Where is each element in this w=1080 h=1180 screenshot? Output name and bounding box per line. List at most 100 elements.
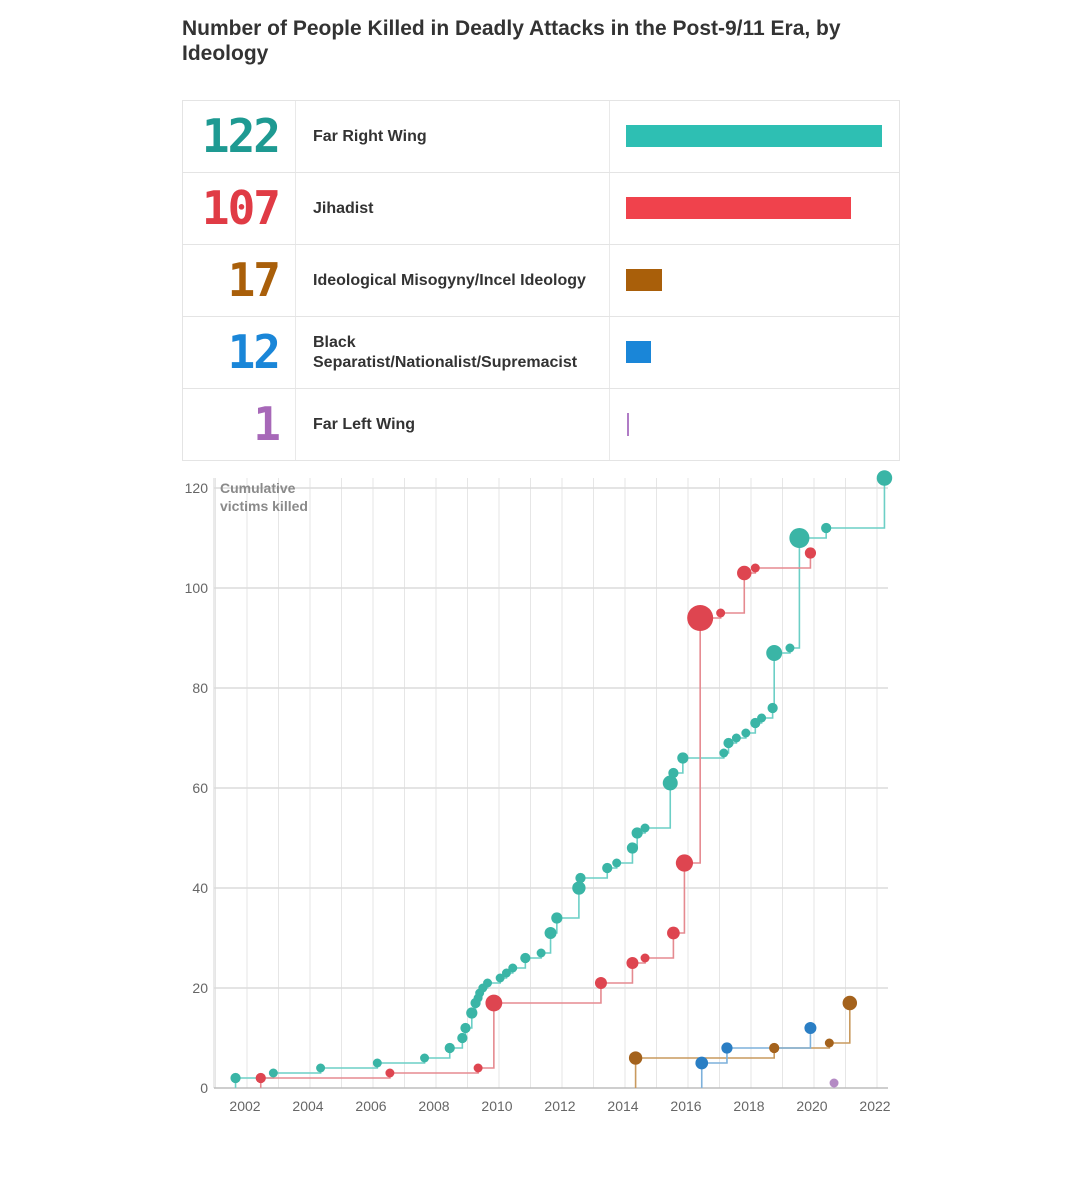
data-point [602, 862, 613, 874]
y-tick-label: 100 [185, 580, 209, 596]
data-point [520, 952, 531, 964]
victim-count: 12 [227, 325, 281, 379]
x-tick-label: 2008 [418, 1098, 449, 1114]
series-line [234, 478, 886, 1088]
column-divider [609, 101, 610, 172]
chart-title: Number of People Killed in Deadly Attack… [182, 17, 841, 65]
victim-count-bar [627, 413, 629, 436]
data-point [372, 1058, 382, 1068]
data-point [631, 827, 643, 839]
data-point [804, 547, 817, 559]
column-divider [609, 317, 610, 388]
data-point [385, 1068, 395, 1078]
y-tick-label: 80 [192, 680, 208, 696]
data-point [719, 748, 729, 758]
data-point [757, 713, 767, 723]
data-point [640, 953, 650, 963]
x-tick-label: 2004 [292, 1098, 323, 1114]
data-point [824, 1038, 834, 1048]
data-point [687, 605, 714, 631]
victim-count-bar [626, 269, 662, 291]
ideology-label: Black Separatist/Nationalist/Supremacist [313, 333, 578, 371]
data-point [575, 872, 586, 884]
data-point [769, 1042, 780, 1054]
data-point [483, 978, 493, 988]
data-point [626, 842, 639, 854]
data-point [789, 527, 810, 549]
x-tick-label: 2018 [733, 1098, 764, 1114]
y-tick-label: 60 [192, 780, 208, 796]
data-point [716, 608, 726, 618]
data-point [766, 645, 783, 661]
data-point [821, 522, 832, 534]
column-divider [295, 101, 296, 172]
y-tick-label: 40 [192, 880, 208, 896]
data-point [767, 702, 778, 714]
data-point [501, 968, 511, 978]
data-point [721, 1042, 733, 1054]
ideology-summary-table: 122 Far Right Wing 107 Jihadist 17 Ideol… [182, 100, 900, 461]
data-point [495, 973, 505, 983]
data-point [741, 728, 751, 738]
data-point [723, 737, 734, 749]
data-point [677, 752, 689, 764]
ideology-label: Far Left Wing [313, 415, 416, 433]
data-point [544, 927, 557, 939]
summary-row: 1 Far Left Wing [183, 389, 899, 461]
x-tick-label: 2010 [481, 1098, 512, 1114]
x-tick-label: 2002 [229, 1098, 260, 1114]
data-point [842, 995, 858, 1011]
data-point [667, 926, 680, 940]
x-tick-label: 2006 [355, 1098, 386, 1114]
column-divider [609, 389, 610, 460]
data-point [668, 767, 679, 779]
data-point [466, 1007, 478, 1019]
data-point [460, 1022, 471, 1034]
column-divider [295, 245, 296, 316]
data-point [662, 775, 678, 791]
data-point [785, 643, 795, 653]
data-point [829, 1078, 839, 1088]
data-point [551, 912, 563, 924]
data-point [473, 1063, 483, 1073]
summary-row: 17 Ideological Misogyny/Incel Ideology [183, 245, 899, 317]
data-point [626, 957, 639, 969]
victim-count: 1 [253, 397, 281, 451]
data-point [536, 948, 546, 958]
column-divider [609, 173, 610, 244]
column-divider [295, 317, 296, 388]
data-point [731, 733, 741, 743]
data-point [572, 881, 586, 895]
data-point [876, 470, 893, 486]
data-point [508, 963, 518, 973]
ideology-label: Ideological Misogyny/Incel Ideology [313, 271, 586, 289]
data-point [750, 563, 760, 573]
summary-row: 12 Black Separatist/Nationalist/Supremac… [183, 317, 899, 389]
column-divider [295, 389, 296, 460]
summary-row: 107 Jihadist [183, 173, 899, 245]
data-point [316, 1063, 326, 1073]
series-line [634, 1003, 851, 1088]
data-point [255, 1072, 266, 1084]
ideology-label: Far Right Wing [313, 127, 427, 145]
y-tick-label: 20 [192, 980, 208, 996]
data-point [268, 1068, 278, 1078]
victim-count: 17 [227, 253, 281, 307]
data-point [612, 858, 622, 868]
column-divider [609, 245, 610, 316]
data-point [737, 565, 752, 581]
data-point [804, 1022, 817, 1034]
x-tick-label: 2012 [544, 1098, 575, 1114]
data-point [230, 1072, 241, 1084]
victim-count-bar [626, 341, 652, 363]
victim-count: 122 [201, 109, 281, 163]
data-point [457, 1032, 468, 1044]
column-divider [295, 173, 296, 244]
data-point [675, 854, 694, 872]
y-axis-label: Cumulative victims killed [220, 480, 308, 514]
data-point [594, 977, 607, 989]
summary-row: 122 Far Right Wing [183, 101, 899, 173]
x-tick-label: 2022 [859, 1098, 890, 1114]
series-line [259, 553, 812, 1088]
y-tick-label: 0 [200, 1080, 208, 1096]
